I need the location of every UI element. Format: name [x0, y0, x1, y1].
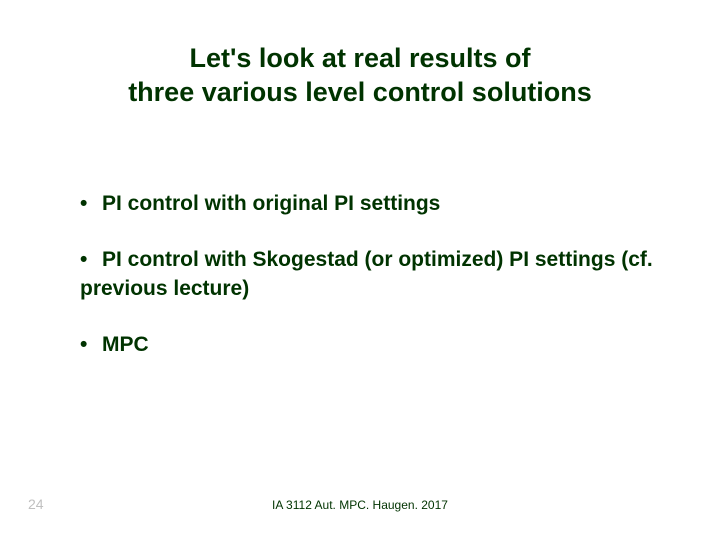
list-item: •PI control with Skogestad (or optimized… [80, 246, 660, 303]
slide: Let's look at real results of three vari… [0, 0, 720, 540]
slide-title: Let's look at real results of three vari… [0, 42, 720, 110]
bullet-marker: • [80, 331, 102, 359]
bullet-list: •PI control with original PI settings •P… [80, 190, 660, 387]
bullet-marker: • [80, 246, 102, 274]
bullet-marker: • [80, 190, 102, 218]
title-line-2: three various level control solutions [0, 76, 720, 110]
title-line-1: Let's look at real results of [0, 42, 720, 76]
bullet-text: MPC [102, 333, 149, 356]
bullet-text: PI control with original PI settings [102, 192, 440, 215]
list-item: •MPC [80, 331, 660, 359]
list-item: •PI control with original PI settings [80, 190, 660, 218]
bullet-text: PI control with Skogestad (or optimized)… [80, 248, 653, 299]
footer-text: IA 3112 Aut. MPC. Haugen. 2017 [0, 498, 720, 512]
